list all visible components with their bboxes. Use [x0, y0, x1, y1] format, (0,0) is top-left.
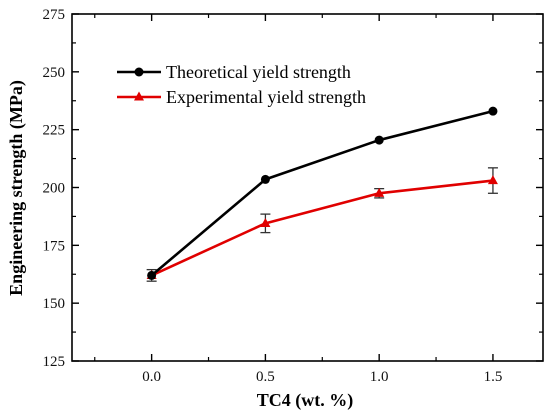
y-tick-label: 150 — [43, 296, 66, 312]
legend-label: Theoretical yield strength — [166, 62, 351, 82]
y-tick-label: 200 — [43, 181, 66, 197]
legend: Theoretical yield strength Experimental y… — [117, 62, 366, 107]
legend-marker — [134, 91, 144, 101]
x-tick-label: 1.0 — [370, 369, 389, 385]
data-point — [488, 106, 498, 116]
y-tick-label: 225 — [43, 123, 66, 139]
y-tick-label: 275 — [43, 7, 66, 23]
legend-label: Experimental yield strength — [166, 87, 366, 107]
y-tick-label: 250 — [43, 65, 66, 81]
y-axis-title: Engineering strength (MPa) — [6, 80, 27, 296]
x-tick-label: 0.5 — [256, 369, 275, 385]
data-point — [260, 217, 271, 227]
x-axis-title: TC4 (wt. %) — [257, 390, 354, 411]
series-line — [151, 179, 494, 277]
series-experimental — [146, 167, 498, 282]
series-line — [150, 109, 494, 277]
data-point — [374, 135, 384, 145]
legend-entry: Theoretical yield strength — [117, 62, 351, 82]
data-point — [147, 270, 157, 280]
y-tick-label: 175 — [43, 238, 66, 254]
y-axis: 125 150 175 200 225 250 275 — [43, 7, 543, 370]
legend-marker — [134, 67, 144, 77]
series-theoretical — [147, 106, 498, 280]
data-point — [374, 187, 385, 197]
series-layer — [146, 106, 498, 282]
data-point — [260, 174, 270, 184]
y-tick-label: 125 — [43, 354, 66, 370]
legend-entry: Experimental yield strength — [117, 87, 366, 107]
x-tick-label: 1.5 — [484, 369, 503, 385]
data-point — [487, 175, 498, 185]
x-axis: 0.0 0.5 1.0 1.5 — [94, 14, 503, 385]
x-tick-label: 0.0 — [142, 369, 161, 385]
